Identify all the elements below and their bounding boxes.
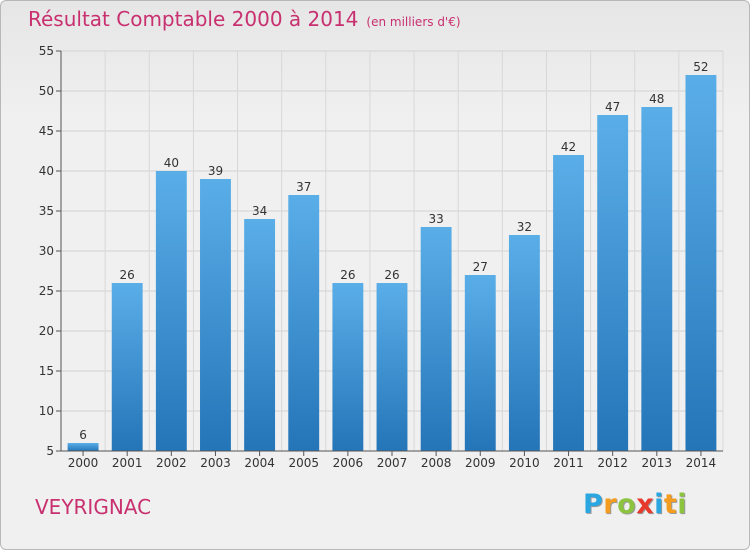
value-label: 40 <box>164 156 179 170</box>
chart-title: Résultat Comptable 2000 à 2014 (en millie… <box>28 7 461 31</box>
bar <box>685 75 717 451</box>
bar <box>641 107 673 451</box>
y-tick-label: 10 <box>39 404 54 418</box>
value-label: 26 <box>120 268 135 282</box>
y-tick-label: 50 <box>39 84 54 98</box>
bar <box>111 283 143 451</box>
bar <box>508 235 540 451</box>
y-tick-label: 35 <box>39 204 54 218</box>
y-tick-label: 45 <box>39 124 54 138</box>
x-tick-label: 2000 <box>68 456 99 470</box>
value-label: 34 <box>252 204 267 218</box>
x-tick-label: 2012 <box>597 456 628 470</box>
x-tick-label: 2010 <box>509 456 540 470</box>
value-label: 47 <box>605 100 620 114</box>
x-tick-label: 2005 <box>288 456 319 470</box>
labels: 5 10 15 20 25 30 35 40 45 50 55 6 2000 26 2001 40 2002 39… <box>39 44 716 470</box>
proxiti-logo: Proxiti <box>583 489 687 520</box>
logo-letter: r <box>603 489 618 520</box>
x-tick-label: 2007 <box>377 456 408 470</box>
bars <box>67 75 717 451</box>
logo-letter: t <box>663 489 678 520</box>
y-tick-label: 20 <box>39 324 54 338</box>
bar <box>464 275 496 451</box>
x-tick-label: 2013 <box>642 456 673 470</box>
bar <box>155 171 187 451</box>
bar <box>376 283 408 451</box>
value-label: 32 <box>517 220 532 234</box>
value-label: 27 <box>473 260 488 274</box>
bar <box>597 115 629 451</box>
value-label: 52 <box>693 60 708 74</box>
y-tick-label: 5 <box>46 444 54 458</box>
y-tick-label: 15 <box>39 364 54 378</box>
x-tick-label: 2006 <box>333 456 364 470</box>
value-label: 26 <box>384 268 399 282</box>
bar <box>244 219 276 451</box>
logo-letter: P <box>583 489 604 520</box>
bar <box>553 155 584 451</box>
bar <box>67 443 99 451</box>
bar <box>200 179 231 451</box>
bar <box>420 227 452 451</box>
x-tick-label: 2014 <box>686 456 717 470</box>
value-label: 37 <box>296 180 311 194</box>
value-label: 39 <box>208 164 223 178</box>
value-label: 42 <box>561 140 576 154</box>
x-tick-label: 2003 <box>200 456 231 470</box>
logo-letter: x <box>636 489 655 520</box>
x-tick-label: 2009 <box>465 456 496 470</box>
y-tick-label: 25 <box>39 284 54 298</box>
bar <box>332 283 364 451</box>
y-tick-label: 40 <box>39 164 54 178</box>
x-tick-label: 2004 <box>244 456 275 470</box>
value-label: 6 <box>79 428 87 442</box>
chart-subtitle: (en milliers d'€) <box>366 15 461 29</box>
x-tick-label: 2008 <box>421 456 452 470</box>
x-tick-label: 2001 <box>112 456 143 470</box>
y-tick-label: 55 <box>39 44 54 58</box>
commune-name: VEYRIGNAC <box>35 495 152 519</box>
value-label: 26 <box>340 268 355 282</box>
chart-title-text: Résultat Comptable 2000 à 2014 <box>28 7 359 31</box>
logo-letter: o <box>617 489 637 520</box>
value-label: 48 <box>649 92 664 106</box>
logo-letter: i <box>677 489 688 520</box>
bar <box>288 195 320 451</box>
x-tick-label: 2002 <box>156 456 187 470</box>
x-tick-label: 2011 <box>553 456 584 470</box>
axes <box>56 50 723 456</box>
logo-letter: i <box>654 489 664 520</box>
y-tick-label: 30 <box>39 244 54 258</box>
value-label: 33 <box>428 212 443 226</box>
